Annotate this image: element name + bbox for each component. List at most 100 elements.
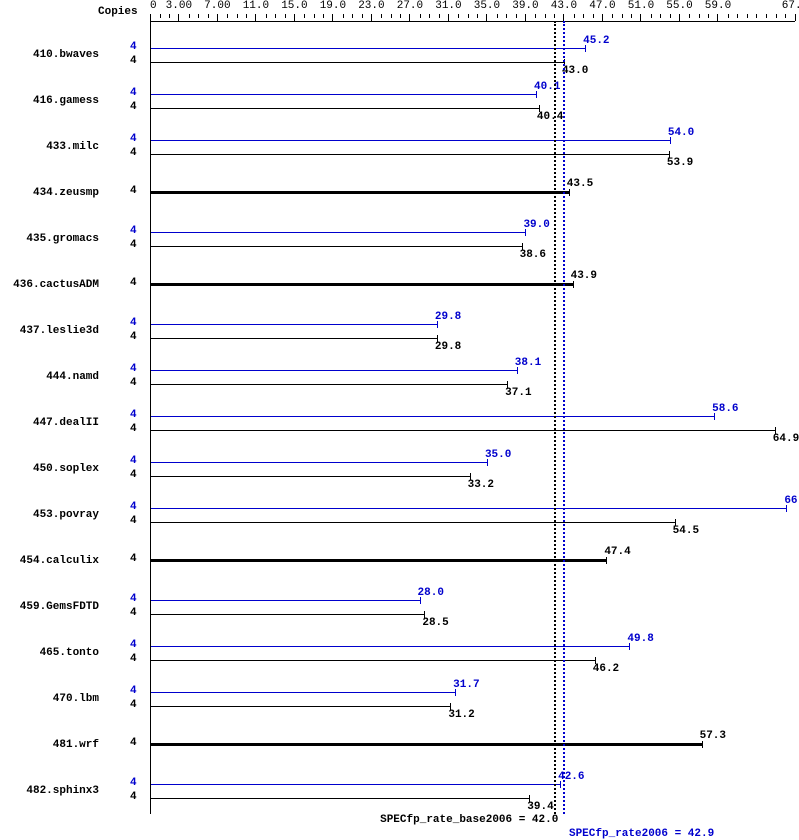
- benchmark-label: 437.leslie3d: [20, 325, 99, 337]
- benchmark-label: 433.milc: [46, 141, 99, 153]
- bar-value-label: 31.2: [448, 709, 474, 721]
- bar-value-label: 28.0: [418, 587, 444, 599]
- copies-value: 4: [130, 469, 137, 481]
- benchmark-bar: [150, 798, 529, 799]
- axis-minor-tick: [593, 14, 594, 18]
- axis-minor-tick: [728, 14, 729, 18]
- benchmark-bar: [150, 692, 455, 693]
- axis-tick-label: 55.0: [666, 0, 692, 12]
- bar-cap: [569, 189, 570, 196]
- benchmark-bar: [150, 476, 470, 477]
- axis-minor-tick: [776, 14, 777, 18]
- benchmark-bar: [150, 416, 714, 417]
- copies-value: 4: [130, 593, 137, 605]
- bar-cap: [573, 281, 574, 288]
- axis-minor-tick: [622, 14, 623, 18]
- axis-tick-label: 19.0: [320, 0, 346, 12]
- axis-minor-tick: [535, 14, 536, 18]
- bar-value-label: 53.9: [667, 157, 693, 169]
- benchmark-bar: [150, 508, 786, 509]
- bar-value-label: 35.0: [485, 449, 511, 461]
- copies-value: 4: [130, 515, 137, 527]
- axis-minor-tick: [497, 14, 498, 18]
- bar-value-label: 38.1: [515, 357, 541, 369]
- benchmark-row: 436.cactusADM443.9: [0, 262, 799, 308]
- axis-minor-tick: [352, 14, 353, 18]
- benchmark-bar: [150, 232, 525, 233]
- benchmark-label: 434.zeusmp: [33, 187, 99, 199]
- bar-cap: [606, 557, 607, 564]
- benchmark-bar: [150, 48, 585, 49]
- axis-minor-tick: [391, 14, 392, 18]
- axis-minor-tick: [660, 14, 661, 18]
- axis-tick-label: 31.0: [435, 0, 461, 12]
- benchmark-row: 447.dealII4458.664.9: [0, 400, 799, 446]
- bar-value-label: 33.2: [468, 479, 494, 491]
- benchmark-bar: [150, 154, 669, 155]
- axis-minor-tick: [439, 14, 440, 18]
- benchmark-row: 444.namd4438.137.1: [0, 354, 799, 400]
- axis-tick-label: 51.0: [628, 0, 654, 12]
- copies-value: 4: [130, 317, 137, 329]
- bar-value-label: 46.2: [593, 663, 619, 675]
- bar-cap: [702, 741, 703, 748]
- bar-value-label: 38.6: [520, 249, 546, 261]
- axis-minor-tick: [266, 14, 267, 18]
- benchmark-label: 447.dealII: [33, 417, 99, 429]
- benchmark-row: 459.GemsFDTD4428.028.5: [0, 584, 799, 630]
- benchmark-bar: [150, 108, 539, 109]
- benchmark-bar: [150, 283, 573, 286]
- axis-tick-label: 3.00: [166, 0, 192, 12]
- benchmark-label: 453.povray: [33, 509, 99, 521]
- axis-minor-tick: [699, 14, 700, 18]
- axis-minor-tick: [583, 14, 584, 18]
- benchmark-row: 434.zeusmp443.5: [0, 170, 799, 216]
- axis-minor-tick: [323, 14, 324, 18]
- benchmark-label: 470.lbm: [53, 693, 99, 705]
- axis-minor-tick: [275, 14, 276, 18]
- bar-value-label: 29.8: [435, 311, 461, 323]
- bar-value-label: 43.5: [567, 178, 593, 190]
- axis-minor-tick: [689, 14, 690, 18]
- bar-value-label: 39.0: [523, 219, 549, 231]
- copies-value: 4: [130, 685, 137, 697]
- axis-minor-tick: [756, 14, 757, 18]
- axis-minor-tick: [227, 14, 228, 18]
- benchmark-row: 481.wrf457.3: [0, 722, 799, 768]
- bar-value-label: 49.8: [627, 633, 653, 645]
- copies-value: 4: [130, 501, 137, 513]
- axis-tick-label: 67.0: [782, 0, 799, 12]
- benchmark-row: 470.lbm4431.731.2: [0, 676, 799, 722]
- copies-value: 4: [130, 607, 137, 619]
- copies-value: 4: [130, 409, 137, 421]
- copies-value: 4: [130, 331, 137, 343]
- benchmark-label: 481.wrf: [53, 739, 99, 751]
- axis-minor-tick: [198, 14, 199, 18]
- axis-minor-tick: [737, 14, 738, 18]
- axis-minor-tick: [554, 14, 555, 18]
- axis-minor-tick: [420, 14, 421, 18]
- copies-value: 4: [130, 225, 137, 237]
- benchmark-bar: [150, 559, 606, 562]
- benchmark-row: 437.leslie3d4429.829.8: [0, 308, 799, 354]
- axis-minor-tick: [785, 14, 786, 18]
- bar-value-label: 31.7: [453, 679, 479, 691]
- axis-minor-tick: [516, 14, 517, 18]
- axis-minor-tick: [574, 14, 575, 18]
- benchmark-row: 433.milc4454.053.9: [0, 124, 799, 170]
- axis-minor-tick: [468, 14, 469, 18]
- axis-tick-label: 39.0: [512, 0, 538, 12]
- benchmark-bar: [150, 384, 507, 385]
- axis-minor-tick: [506, 14, 507, 18]
- benchmark-row: 410.bwaves4445.243.0: [0, 32, 799, 78]
- copies-value: 4: [130, 147, 137, 159]
- axis-minor-tick: [631, 14, 632, 18]
- axis-tick-label: 47.0: [589, 0, 615, 12]
- benchmark-label: 465.tonto: [40, 647, 99, 659]
- bar-value-label: 66.1: [784, 495, 799, 507]
- axis-minor-tick: [208, 14, 209, 18]
- axis-minor-tick: [400, 14, 401, 18]
- axis-minor-tick: [304, 14, 305, 18]
- bar-value-label: 64.9: [773, 433, 799, 445]
- axis-tick-label: 15.0: [281, 0, 307, 12]
